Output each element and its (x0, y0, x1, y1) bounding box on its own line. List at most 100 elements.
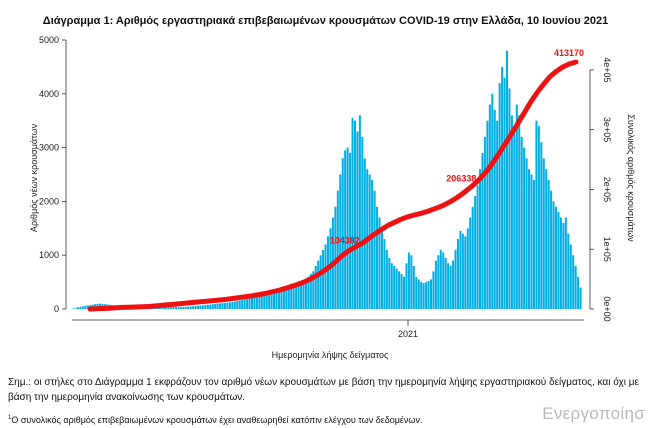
bar (425, 282, 428, 309)
bar (204, 304, 207, 309)
bar (447, 263, 450, 309)
left-tick-label: 5000 (39, 35, 59, 45)
bar (407, 252, 410, 309)
bar (505, 50, 508, 309)
bar (491, 93, 494, 309)
bar (187, 306, 190, 309)
bar (165, 306, 168, 309)
bar (189, 306, 192, 309)
bar (314, 265, 317, 309)
bar (250, 297, 253, 309)
bar (378, 217, 381, 309)
footnote-marker: 1 (8, 415, 12, 421)
bar (304, 279, 307, 309)
bar (459, 230, 462, 309)
bar (481, 152, 484, 309)
bar (228, 302, 231, 309)
bar (388, 257, 391, 309)
bar (496, 120, 499, 309)
right-tick-label: 0e+00 (602, 296, 612, 321)
cumulative-line-series: 413170 206338 104382 (87, 48, 584, 312)
bar (537, 126, 540, 309)
bar (307, 276, 310, 309)
bar (427, 281, 430, 309)
bar (520, 136, 523, 309)
bar (476, 185, 479, 309)
left-tick-label: 2000 (39, 196, 59, 206)
bar (444, 257, 447, 309)
bar (501, 66, 504, 310)
bar (383, 239, 386, 309)
bar (456, 239, 459, 309)
bar (483, 136, 486, 309)
bar (295, 286, 298, 309)
right-tick-label: 2e+05 (602, 177, 612, 202)
bar (349, 152, 352, 309)
bar (86, 305, 89, 309)
bar (319, 255, 322, 309)
bar (547, 179, 550, 309)
bar (300, 284, 303, 309)
bar (263, 295, 266, 309)
bar (555, 206, 558, 309)
bar (177, 307, 180, 309)
bar (182, 306, 185, 309)
bar (344, 150, 347, 309)
bar (221, 303, 224, 309)
bar (545, 169, 548, 309)
bar (432, 271, 435, 309)
bar (246, 298, 249, 309)
bar (219, 303, 222, 309)
bar (285, 290, 288, 309)
bar (214, 303, 217, 309)
bar (422, 283, 425, 309)
bar (172, 306, 175, 309)
bar (488, 104, 491, 309)
bar (415, 276, 418, 309)
bar (312, 271, 315, 309)
bar (474, 196, 477, 309)
chart-title: Διάγραμμα 1: Αριθμός εργαστηριακά επιβεβ… (42, 15, 609, 27)
x-axis-label: Ημερομηνία λήψης δείγματος (272, 350, 389, 360)
bar (226, 302, 229, 309)
bar (385, 249, 388, 309)
bar (238, 300, 241, 309)
cumulative-annotation: 413170 (554, 48, 584, 58)
bar (192, 306, 195, 309)
bar (361, 136, 364, 309)
bar (201, 305, 204, 309)
bar (373, 190, 376, 309)
footnote: 1Ο συνολικός αριθμός επιβεβαιωμένων κρου… (8, 411, 422, 428)
bar (231, 302, 234, 309)
bar (542, 158, 545, 309)
bar (184, 306, 187, 309)
bar (199, 305, 202, 309)
bar (464, 236, 467, 309)
right-tick-label: 4e+05 (602, 57, 612, 82)
bar (469, 217, 472, 309)
bar (341, 158, 344, 309)
bar (508, 88, 511, 309)
bar (572, 255, 575, 309)
bar (167, 306, 170, 309)
bar (461, 233, 464, 309)
bar (194, 306, 197, 309)
bar (471, 206, 474, 309)
left-tick-label: 0 (54, 304, 59, 314)
bar (577, 276, 580, 309)
bar (567, 233, 570, 309)
bar (72, 308, 75, 310)
bar (334, 206, 337, 309)
bar (253, 297, 256, 309)
bar (530, 174, 533, 309)
bar (255, 296, 258, 309)
bar (574, 265, 577, 309)
y2-axis-label: Συνολικός αριθμός κρουσμάτων (626, 114, 636, 242)
bar (498, 83, 501, 309)
bar (324, 244, 327, 309)
bar (403, 276, 406, 309)
bar (170, 306, 173, 309)
x-tick-label: 2021 (398, 329, 418, 339)
bar (353, 120, 356, 309)
bar (277, 291, 280, 309)
